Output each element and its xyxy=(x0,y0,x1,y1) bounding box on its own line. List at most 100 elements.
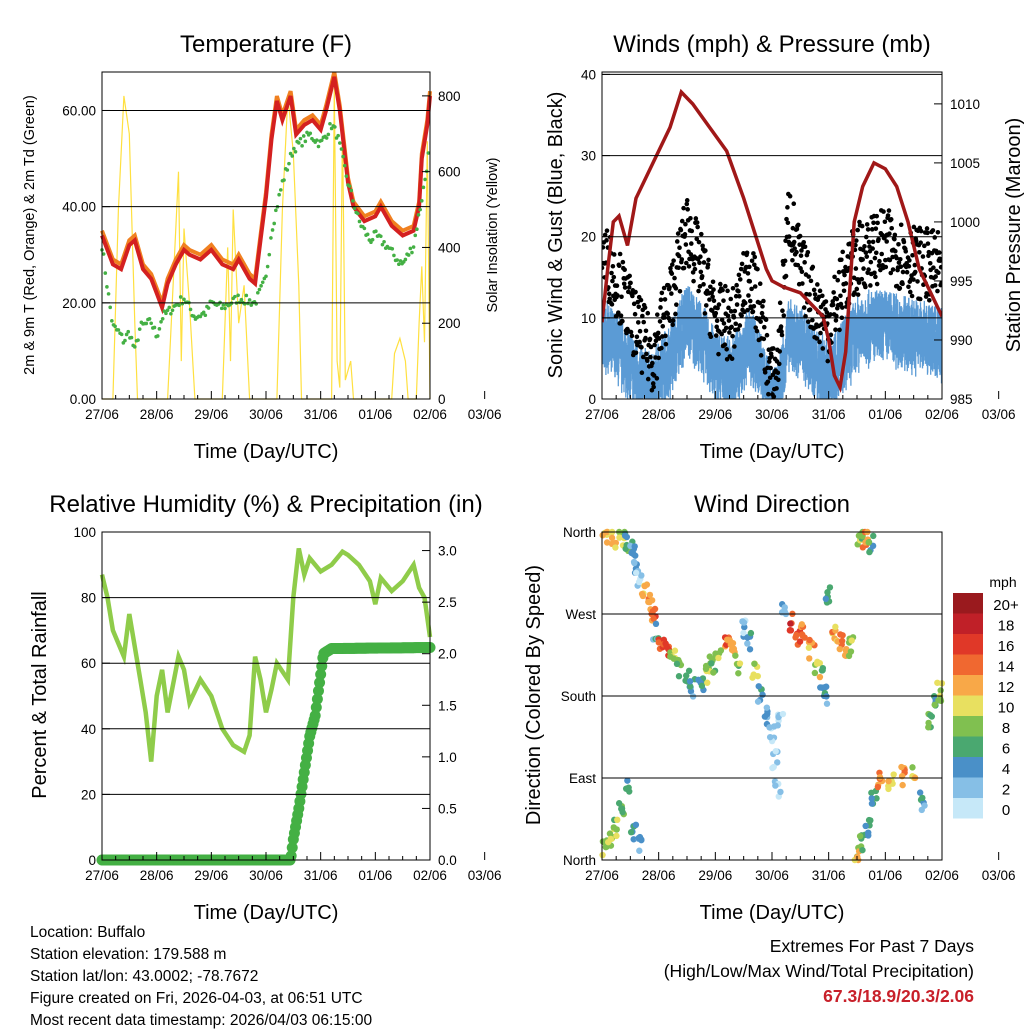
gust-point xyxy=(757,300,763,306)
x-tick-label: 31/06 xyxy=(812,868,846,883)
gust-point xyxy=(643,328,649,334)
dewpoint-point xyxy=(297,141,301,145)
gust-point xyxy=(657,319,663,324)
gust-point xyxy=(820,346,826,351)
gust-point xyxy=(812,292,818,297)
direction-point xyxy=(885,777,892,785)
legend-swatch xyxy=(953,716,983,737)
gust-point xyxy=(817,288,823,294)
legend-label: 20+ xyxy=(993,597,1019,614)
dewpoint-point xyxy=(308,131,313,136)
gust-point xyxy=(729,356,735,361)
y-tick-label: 0.00 xyxy=(70,392,96,407)
gust-point xyxy=(745,271,751,276)
gust-point xyxy=(737,277,743,282)
y-right-tick-label: 0 xyxy=(438,392,446,407)
direction-point xyxy=(754,698,762,705)
dewpoint-point xyxy=(397,262,401,266)
gust-point xyxy=(742,300,748,306)
gust-point xyxy=(927,260,933,266)
x-axis-label: Time (Day/UTC) xyxy=(700,441,845,463)
direction-point xyxy=(824,589,831,596)
direction-point xyxy=(747,629,755,637)
recent-timestamp-text: Most recent data timestamp: 2026/04/03 0… xyxy=(30,1012,373,1029)
gust-point xyxy=(896,241,901,247)
dewpoint-point xyxy=(298,136,303,141)
gust-point xyxy=(768,365,773,371)
gust-point xyxy=(721,321,727,326)
direction-point xyxy=(687,683,694,690)
gust-point xyxy=(907,258,912,263)
gust-point xyxy=(900,269,906,275)
y-tick-label: 40 xyxy=(581,67,596,82)
speed-legend: mph 20+ 18 16 14 12 10 8 6 4 2 0 xyxy=(953,574,1019,819)
gust-point xyxy=(609,270,614,276)
gust-point xyxy=(897,285,903,291)
direction-point xyxy=(823,683,830,690)
y-tick-label: 40.00 xyxy=(62,200,96,215)
direction-point xyxy=(839,632,846,639)
legend-label: 2 xyxy=(1002,782,1010,799)
t2m-line xyxy=(100,76,432,315)
direction-point xyxy=(813,660,821,667)
gust-point xyxy=(636,304,642,310)
dewpoint-point xyxy=(274,208,278,213)
gust-point xyxy=(747,279,753,284)
direction-point xyxy=(931,701,938,708)
gust-point xyxy=(909,293,915,299)
dewpoint-point xyxy=(392,253,396,258)
gust-point xyxy=(885,213,891,218)
dewpoint-point xyxy=(418,207,422,212)
gust-point xyxy=(906,263,912,269)
dewpoint-point xyxy=(349,188,354,193)
x-axis-label: Time (Day/UTC) xyxy=(194,902,339,924)
gust-point xyxy=(800,281,805,286)
panel-1: 0 10 20 30 40 985 990 995 1000 1005 1010 27/06 28/06… xyxy=(581,31,1016,463)
gust-point xyxy=(810,317,815,323)
gust-point xyxy=(911,224,917,230)
gust-point xyxy=(616,310,621,315)
gust-point xyxy=(729,324,734,330)
gust-point xyxy=(910,252,915,258)
gust-point xyxy=(875,220,880,226)
direction-point xyxy=(607,835,615,843)
gust-point xyxy=(679,257,685,262)
gust-point xyxy=(689,241,694,246)
direction-point xyxy=(816,673,824,681)
gust-point xyxy=(859,223,865,229)
gust-point xyxy=(706,257,711,263)
legend-label: 10 xyxy=(998,700,1015,717)
gust-point xyxy=(654,376,660,381)
gust-point xyxy=(862,244,867,249)
gust-point xyxy=(678,227,684,233)
gust-point xyxy=(667,318,673,323)
gust-point xyxy=(865,227,871,232)
dewpoint-point xyxy=(347,184,352,188)
plot-frame xyxy=(601,71,943,400)
gust-point xyxy=(790,257,795,263)
gust-point xyxy=(814,336,820,341)
gust-point xyxy=(872,255,878,261)
dewpoint-point xyxy=(113,324,117,329)
dewpoint-point xyxy=(269,236,273,240)
legend-label: 16 xyxy=(998,638,1015,655)
gust-point xyxy=(766,359,772,364)
gust-point xyxy=(752,262,757,268)
dewpoint-point xyxy=(406,253,411,257)
gust-point xyxy=(932,235,938,240)
dewpoint-point xyxy=(167,305,172,310)
gust-point xyxy=(610,278,615,284)
precip-point xyxy=(310,701,322,713)
gust-point xyxy=(932,283,938,288)
gust-point xyxy=(769,354,774,359)
gust-point xyxy=(683,221,688,227)
gust-point xyxy=(639,344,644,350)
y-right-tick-label: 1005 xyxy=(950,156,980,171)
y-right-tick-label: 995 xyxy=(950,274,973,289)
direction-point xyxy=(602,843,610,851)
direction-point xyxy=(624,777,631,784)
y-right-tick-label: 1.0 xyxy=(438,750,457,765)
gust-point xyxy=(924,226,930,231)
x-tick-label: 31/06 xyxy=(304,868,338,883)
chart-title: Wind Direction xyxy=(694,491,850,518)
